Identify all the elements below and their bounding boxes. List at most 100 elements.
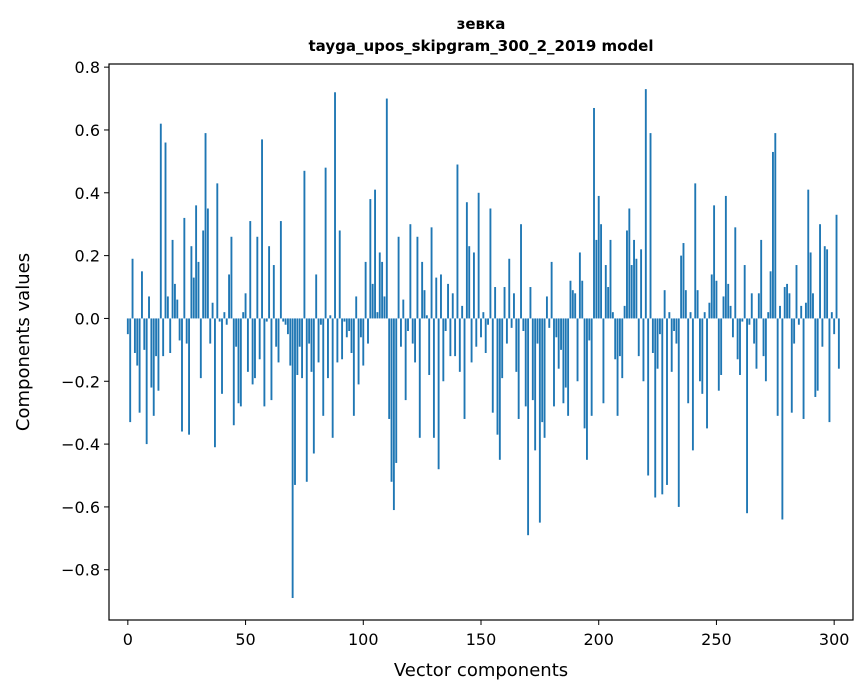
- bar-241: [694, 183, 697, 319]
- bar-177: [543, 318, 546, 438]
- bar-138: [451, 293, 454, 319]
- bar-series: [126, 89, 840, 599]
- plot-area: [109, 64, 853, 620]
- y-tick-label: 0.2: [75, 247, 100, 266]
- bar-143: [463, 318, 466, 419]
- bar-264: [748, 318, 751, 325]
- y-tick-label: −0.2: [61, 372, 100, 391]
- bar-29: [195, 205, 198, 319]
- bar-205: [609, 239, 612, 319]
- bar-50: [244, 293, 247, 319]
- bar-111: [388, 318, 391, 419]
- bar-273: [769, 271, 772, 319]
- bar-84: [324, 167, 327, 319]
- bar-215: [633, 239, 635, 319]
- bar-67: [284, 318, 287, 325]
- bar-61: [270, 318, 273, 401]
- bar-104: [371, 283, 374, 319]
- bar-47: [237, 318, 240, 404]
- bar-201: [600, 224, 603, 319]
- bar-40: [221, 318, 223, 394]
- x-tick-label: 0: [123, 630, 133, 649]
- bar-33: [204, 133, 207, 319]
- bar-174: [536, 318, 539, 344]
- y-axis-label: Components values: [13, 253, 34, 431]
- bar-270: [762, 318, 765, 357]
- bar-282: [790, 318, 793, 413]
- bar-70: [291, 318, 294, 599]
- bar-281: [788, 293, 791, 319]
- bar-219: [642, 318, 645, 382]
- bar-92: [343, 318, 346, 322]
- bar-286: [800, 305, 803, 319]
- bar-123: [416, 236, 419, 319]
- bar-263: [746, 318, 748, 514]
- bar-211: [623, 305, 626, 319]
- bar-212: [626, 230, 628, 319]
- bar-254: [724, 195, 727, 319]
- bar-222: [649, 133, 652, 319]
- bar-52: [249, 221, 252, 319]
- bar-181: [553, 318, 555, 407]
- bar-21: [176, 299, 179, 319]
- bar-293: [816, 318, 819, 391]
- bar-44: [230, 236, 233, 319]
- bar-66: [282, 318, 285, 322]
- bar-72: [296, 318, 299, 375]
- bar-218: [640, 249, 643, 319]
- chart-title: зевка: [457, 15, 506, 33]
- bar-12: [155, 318, 158, 357]
- bar-106: [376, 312, 379, 319]
- bar-161: [505, 318, 508, 344]
- bar-42: [225, 318, 228, 325]
- bar-250: [715, 280, 718, 319]
- bar-80: [315, 274, 318, 319]
- bar-196: [588, 318, 591, 341]
- bar-169: [524, 318, 527, 407]
- bar-221: [647, 318, 650, 476]
- bar-137: [449, 318, 452, 357]
- bar-124: [418, 318, 421, 438]
- bar-118: [404, 318, 407, 401]
- bar-102: [367, 318, 369, 344]
- bar-63: [275, 318, 278, 347]
- y-tick-label: 0.6: [75, 121, 100, 140]
- bar-20: [173, 283, 176, 319]
- bar-57: [261, 139, 263, 319]
- bar-187: [567, 318, 570, 416]
- bar-64: [277, 318, 280, 363]
- bar-73: [298, 318, 301, 347]
- bar-101: [364, 261, 367, 319]
- bar-150: [480, 318, 482, 338]
- bar-122: [414, 318, 417, 363]
- bar-159: [501, 318, 504, 379]
- bar-78: [310, 318, 313, 372]
- bar-155: [491, 318, 494, 413]
- bar-214: [630, 265, 633, 319]
- bar-82: [319, 318, 322, 325]
- bar-154: [489, 208, 492, 319]
- bar-242: [696, 290, 699, 319]
- bar-11: [152, 318, 155, 416]
- bar-217: [637, 318, 640, 357]
- bar-107: [378, 252, 381, 319]
- bar-279: [783, 287, 786, 319]
- bar-134: [442, 318, 445, 382]
- x-axis-ticks: 0 50 100 150 200 250 300: [123, 620, 849, 649]
- bar-165: [515, 318, 518, 372]
- bar-248: [710, 274, 713, 319]
- bar-18: [169, 318, 172, 353]
- bar-193: [581, 280, 584, 319]
- bar-257: [731, 318, 734, 338]
- bar-235: [680, 255, 683, 319]
- x-tick-label: 100: [348, 630, 379, 649]
- bar-202: [602, 318, 605, 404]
- chart-subtitle: tayga_upos_skipgram_300_2_2019 model: [309, 37, 654, 55]
- bar-206: [611, 312, 614, 319]
- bar-35: [209, 318, 212, 344]
- bar-128: [428, 318, 431, 375]
- bar-79: [312, 318, 315, 454]
- bar-136: [447, 283, 449, 319]
- bar-59: [265, 318, 268, 322]
- bar-272: [767, 312, 770, 319]
